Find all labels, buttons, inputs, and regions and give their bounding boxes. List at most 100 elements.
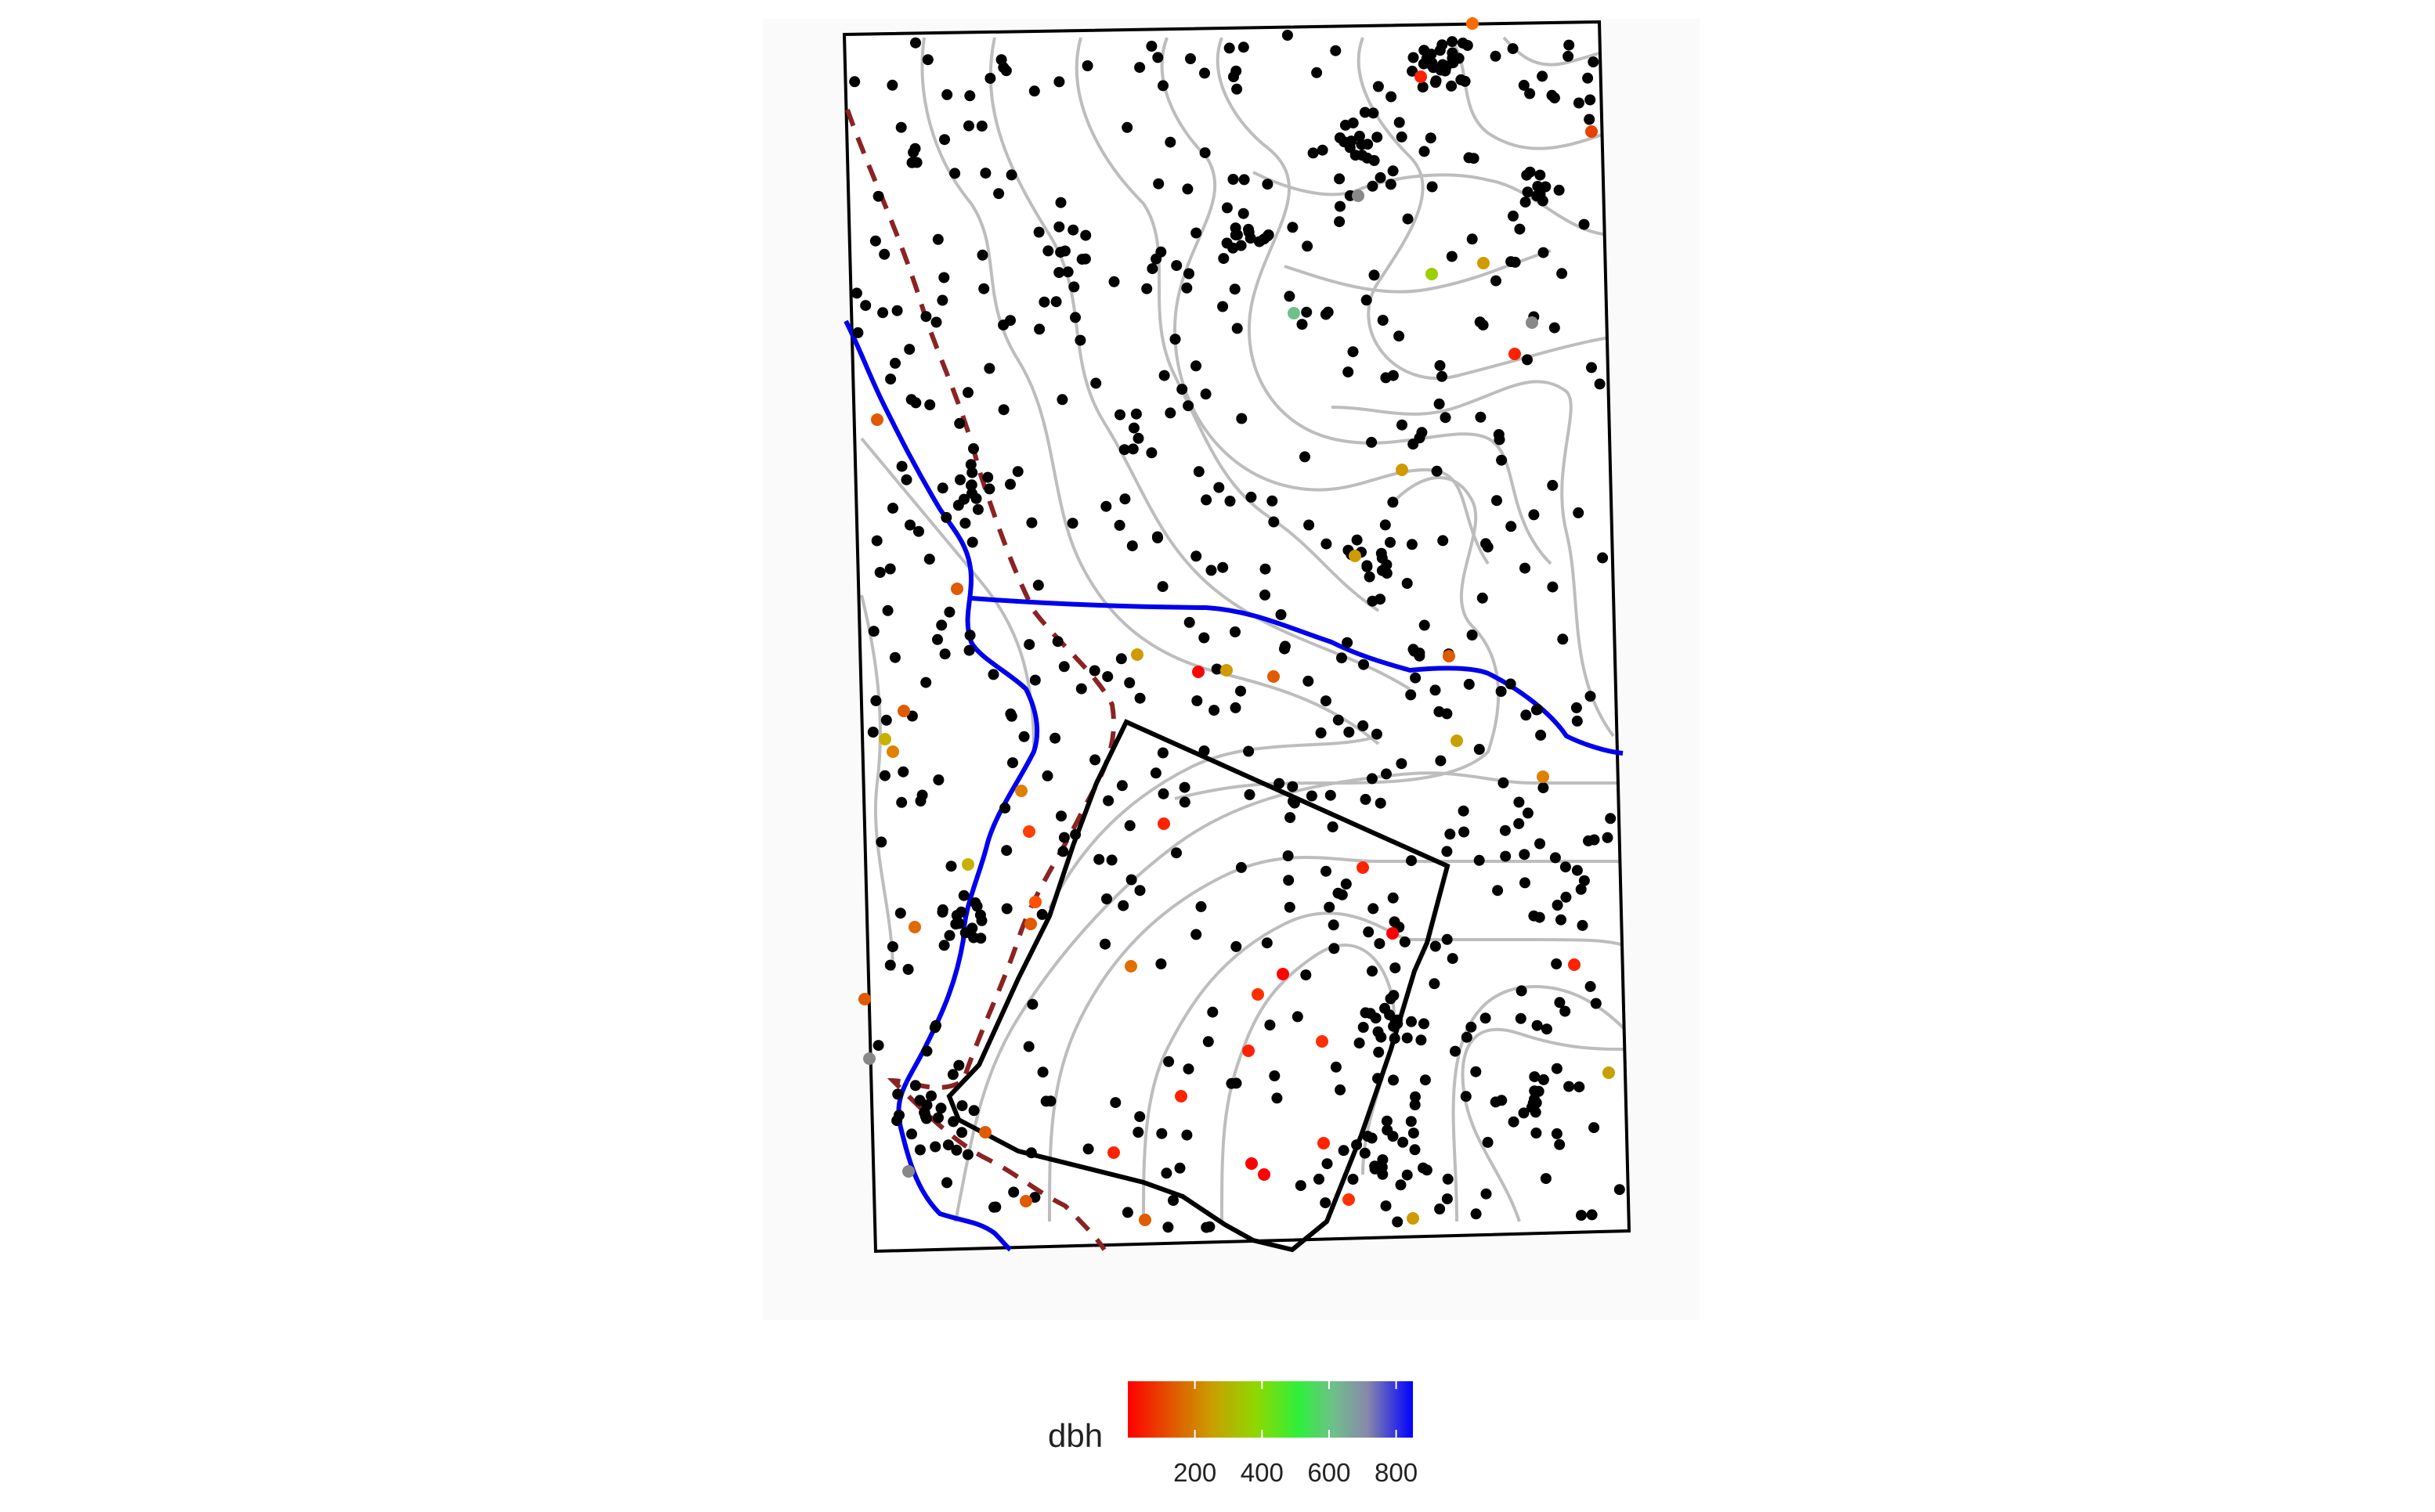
colored-tree-point	[909, 921, 921, 933]
tree-point	[995, 54, 1007, 66]
tree-point	[1174, 1162, 1186, 1174]
tree-point	[1476, 592, 1488, 604]
tree-point	[1575, 883, 1587, 895]
tree-point	[1518, 79, 1530, 91]
tree-point	[1447, 36, 1458, 48]
tree-point	[1299, 451, 1310, 463]
tree-point	[1418, 1018, 1429, 1030]
tree-point	[1235, 861, 1247, 873]
colored-tree-point	[858, 993, 871, 1005]
tree-point	[1410, 672, 1422, 684]
tree-point	[966, 536, 978, 548]
tree-point	[1387, 165, 1399, 177]
tree-point	[976, 915, 988, 926]
tree-point	[1548, 322, 1560, 334]
tree-point	[1116, 780, 1128, 792]
tree-point	[1165, 407, 1176, 419]
tree-point	[1417, 81, 1429, 93]
tree-point	[1169, 334, 1181, 345]
tree-point	[1399, 936, 1411, 947]
tree-point	[1594, 378, 1606, 390]
tree-point	[1183, 400, 1194, 412]
tree-point	[1389, 962, 1401, 974]
tree-point	[920, 311, 932, 323]
tree-point	[1407, 438, 1419, 450]
tree-point	[1335, 1084, 1346, 1095]
tree-point	[963, 644, 975, 656]
colored-tree-point	[1277, 968, 1289, 980]
tree-point	[1375, 797, 1386, 809]
tree-point	[968, 932, 980, 944]
tree-point	[1375, 171, 1386, 183]
tree-point	[964, 630, 976, 641]
tree-point	[1243, 745, 1255, 757]
tree-point	[1179, 796, 1190, 808]
tree-point	[1358, 659, 1369, 670]
colored-tree-point	[1024, 918, 1037, 930]
subplot-boundary	[946, 719, 1451, 1253]
tree-point	[1513, 817, 1525, 829]
tree-point	[1372, 1073, 1383, 1084]
tree-point	[1311, 67, 1323, 78]
tree-point	[982, 471, 994, 483]
tree-point	[1122, 1207, 1133, 1218]
tree-point	[1284, 290, 1295, 302]
tree-point	[1320, 865, 1331, 877]
tree-point	[1005, 708, 1017, 720]
colored-tree-point	[887, 745, 899, 758]
tree-point	[1128, 422, 1140, 434]
tree-point	[1052, 636, 1064, 648]
tree-point	[1328, 919, 1339, 931]
colored-tree-point	[1139, 1214, 1151, 1226]
tree-point	[920, 677, 932, 688]
tree-point	[1133, 1127, 1144, 1138]
tree-point	[1124, 677, 1136, 688]
tree-point	[1282, 850, 1294, 861]
tree-point	[968, 443, 979, 454]
tree-point	[1275, 609, 1287, 620]
plot-boundary	[842, 20, 1631, 1254]
tree-point	[980, 168, 992, 179]
tree-point	[1053, 221, 1065, 233]
tree-point	[1227, 174, 1239, 185]
tree-point	[1597, 552, 1609, 564]
tree-point	[852, 327, 864, 338]
tree-point	[1150, 767, 1162, 779]
tree-point	[1125, 874, 1137, 886]
tree-point	[1339, 119, 1351, 131]
legend-ticks: 200 400 600 800	[1173, 1381, 1418, 1487]
tree-point	[1396, 131, 1407, 143]
tree-point	[1306, 790, 1317, 802]
legend-tick-label: 400	[1241, 1458, 1284, 1487]
tree-point	[1012, 466, 1024, 478]
tree-point	[1401, 1169, 1413, 1181]
tree-point	[933, 1112, 944, 1124]
tree-point	[1409, 1099, 1421, 1110]
tree-points	[849, 30, 1625, 1233]
tree-point	[1200, 388, 1212, 400]
tree-point	[1444, 828, 1456, 840]
tree-point	[1560, 891, 1572, 903]
tree-point	[1573, 1081, 1585, 1093]
tree-point	[1367, 107, 1379, 119]
tree-point	[887, 941, 898, 952]
tree-point	[894, 1110, 905, 1121]
tree-point	[1446, 251, 1458, 262]
colored-tree-point	[962, 858, 974, 871]
tree-point	[1362, 1131, 1374, 1142]
tree-point	[1223, 42, 1235, 54]
tree-point	[1556, 268, 1568, 280]
tree-point	[1165, 136, 1176, 148]
tree-point	[1429, 684, 1441, 696]
tree-point	[1605, 813, 1617, 825]
tree-point	[1320, 1197, 1331, 1209]
tree-point	[1367, 180, 1378, 192]
tree-point	[1368, 155, 1380, 166]
colored-tree-point	[1425, 268, 1438, 280]
tree-point	[978, 283, 990, 294]
tree-point	[984, 363, 995, 374]
tree-point	[930, 316, 942, 328]
tree-point	[1034, 323, 1046, 335]
tree-point	[1530, 704, 1542, 716]
tree-point	[1334, 132, 1346, 143]
